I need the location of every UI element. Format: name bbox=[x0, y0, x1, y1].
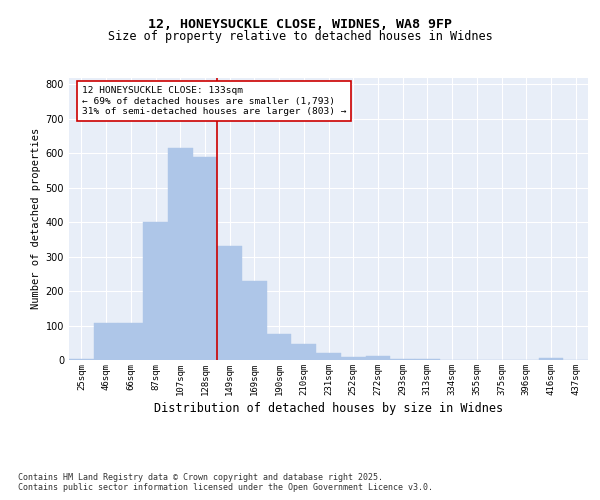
Bar bbox=[539, 358, 563, 360]
Bar bbox=[316, 353, 341, 360]
Bar bbox=[390, 358, 415, 360]
X-axis label: Distribution of detached houses by size in Widnes: Distribution of detached houses by size … bbox=[154, 402, 503, 415]
Bar bbox=[341, 356, 365, 360]
Text: 12, HONEYSUCKLE CLOSE, WIDNES, WA8 9FP: 12, HONEYSUCKLE CLOSE, WIDNES, WA8 9FP bbox=[148, 18, 452, 30]
Bar bbox=[292, 344, 316, 360]
Bar bbox=[267, 334, 292, 360]
Bar bbox=[118, 323, 143, 360]
Bar bbox=[94, 323, 118, 360]
Bar bbox=[217, 246, 242, 360]
Text: Contains HM Land Registry data © Crown copyright and database right 2025.
Contai: Contains HM Land Registry data © Crown c… bbox=[18, 473, 433, 492]
Text: 12 HONEYSUCKLE CLOSE: 133sqm
← 69% of detached houses are smaller (1,793)
31% of: 12 HONEYSUCKLE CLOSE: 133sqm ← 69% of de… bbox=[82, 86, 346, 116]
Bar bbox=[143, 222, 168, 360]
Text: Size of property relative to detached houses in Widnes: Size of property relative to detached ho… bbox=[107, 30, 493, 43]
Bar bbox=[242, 281, 267, 360]
Bar bbox=[415, 359, 440, 360]
Y-axis label: Number of detached properties: Number of detached properties bbox=[31, 128, 41, 310]
Bar bbox=[365, 356, 390, 360]
Bar bbox=[193, 156, 217, 360]
Bar bbox=[168, 148, 193, 360]
